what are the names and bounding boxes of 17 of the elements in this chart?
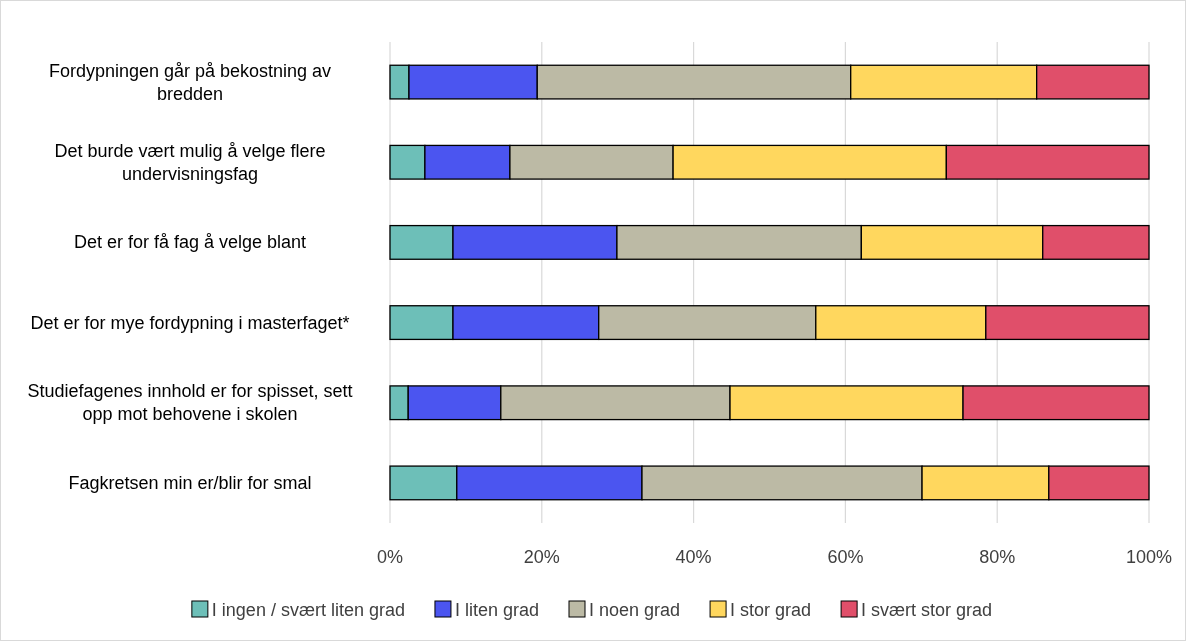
legend-label: I noen grad <box>589 600 681 620</box>
x-tick-label: 60% <box>827 547 864 567</box>
x-tick-label: 80% <box>979 547 1016 567</box>
y-tick-label: Det burde vært mulig å velge flere undervisningsfag <box>54 140 326 184</box>
legend-label: I svært stor grad <box>861 600 993 620</box>
x-tick-label: 20% <box>523 547 560 567</box>
y-tick-label: Det er for få fag å velge blant <box>73 232 307 253</box>
legend-label: I stor grad <box>730 600 812 620</box>
y-tick-label: Fagkretsen min er/blir for smal <box>68 472 312 493</box>
legend-label: I ingen / svært liten grad <box>211 600 405 620</box>
x-tick-label: 100% <box>1125 547 1173 567</box>
x-tick-label: 40% <box>675 547 712 567</box>
x-tick-label: 0% <box>376 547 404 567</box>
legend-label: I liten grad <box>454 600 540 620</box>
y-tick-label: Det er for mye fordypning i masterfaget* <box>30 312 350 333</box>
y-tick-label: Fordypningen går på bekostning av bredden <box>48 60 332 104</box>
y-tick-label: Studiefagenes innhold er for spisset, sett opp mot behovene i skolen <box>27 381 353 425</box>
